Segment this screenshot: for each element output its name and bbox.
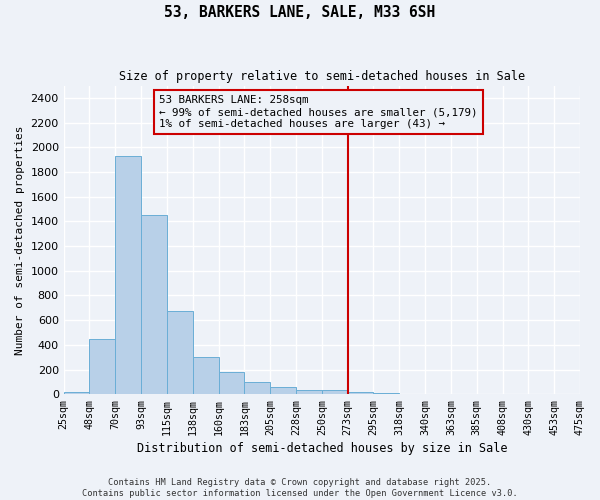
Bar <box>167 312 193 394</box>
Bar <box>193 356 218 394</box>
Bar <box>322 390 347 394</box>
Text: 53 BARKERS LANE: 258sqm
← 99% of semi-detached houses are smaller (5,179)
1% of : 53 BARKERS LANE: 258sqm ← 99% of semi-de… <box>159 96 478 128</box>
Bar <box>115 156 141 394</box>
Bar <box>64 392 89 394</box>
Text: Contains HM Land Registry data © Crown copyright and database right 2025.
Contai: Contains HM Land Registry data © Crown c… <box>82 478 518 498</box>
Bar <box>141 215 167 394</box>
Bar <box>218 372 244 394</box>
Bar <box>89 338 115 394</box>
X-axis label: Distribution of semi-detached houses by size in Sale: Distribution of semi-detached houses by … <box>137 442 507 455</box>
Text: 53, BARKERS LANE, SALE, M33 6SH: 53, BARKERS LANE, SALE, M33 6SH <box>164 5 436 20</box>
Bar <box>373 393 399 394</box>
Bar <box>347 392 373 394</box>
Title: Size of property relative to semi-detached houses in Sale: Size of property relative to semi-detach… <box>119 70 525 83</box>
Y-axis label: Number of semi-detached properties: Number of semi-detached properties <box>15 125 25 354</box>
Bar <box>270 387 296 394</box>
Bar <box>296 390 322 394</box>
Bar <box>244 382 270 394</box>
